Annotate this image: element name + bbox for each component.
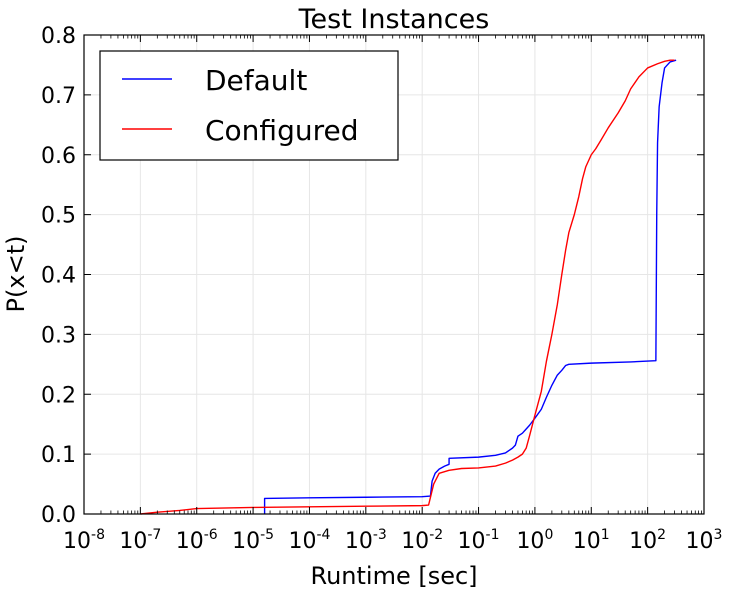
x-tick-label: 10-8 [63,527,105,554]
y-tick-label: 0.8 [41,24,76,49]
legend: Default Configured [99,50,399,161]
y-tick-label: 0.1 [41,443,76,468]
legend-label-default: Default [205,64,307,97]
y-tick-label: 0.2 [41,383,76,408]
y-tick-label: 0.4 [41,264,76,289]
x-tick-label: 10-3 [345,527,387,554]
ticks: 10-8 10-7 10-6 10-5 10-4 10-3 10-2 10-1 100 101 10… [41,24,722,554]
x-tick-label: 10-4 [288,527,330,554]
x-tick-label: 10-7 [119,527,161,554]
y-tick-label: 0.5 [41,204,76,229]
chart-title: Test Instances [298,4,490,35]
x-axis-label: Runtime [sec] [310,562,477,590]
y-tick-label: 0.7 [41,84,76,109]
x-tick-label: 10-6 [176,527,218,554]
x-tick-label: 101 [573,527,610,554]
x-tick-label: 10-1 [458,527,500,554]
legend-box [99,50,399,161]
series-line-configured [140,59,675,515]
x-tick-label: 103 [686,527,723,554]
x-tick-label: 102 [629,527,666,554]
x-tick-label: 10-5 [232,527,274,554]
y-tick-label: 0.0 [41,503,76,528]
series-line-default [263,59,677,514]
x-tick-label: 10-2 [401,527,443,554]
y-tick-label: 0.6 [41,144,76,169]
x-tick-label: 100 [516,527,553,554]
y-axis-label: P(x<t) [2,236,30,313]
series-layer [140,59,677,515]
y-tick-label: 0.3 [41,323,76,348]
legend-label-configured: Configured [205,114,358,147]
